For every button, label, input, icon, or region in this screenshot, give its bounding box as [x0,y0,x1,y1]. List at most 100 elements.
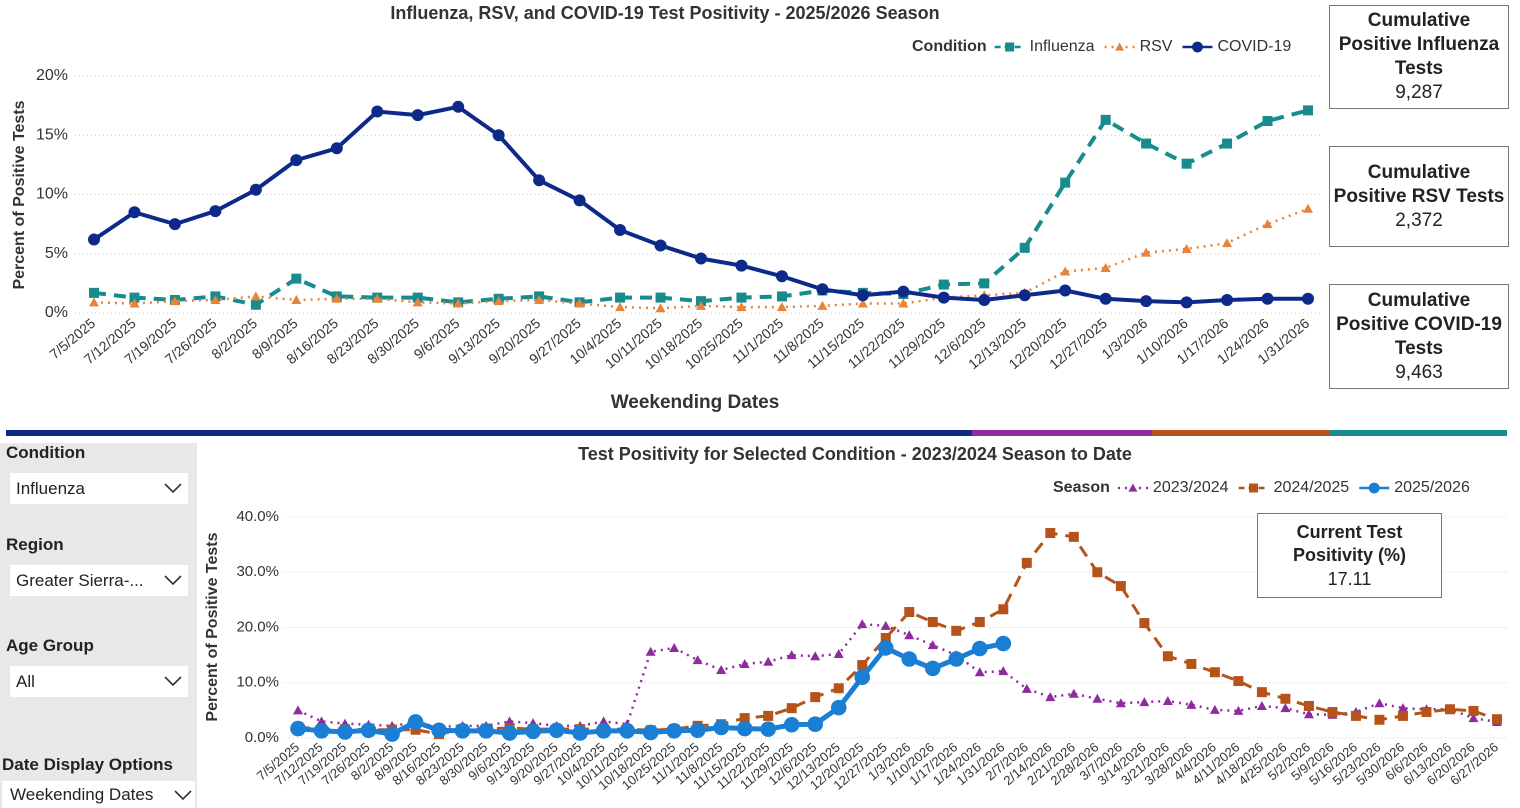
marker [1115,42,1125,51]
dropdown[interactable]: Influenza [10,473,188,504]
marker [1068,531,1079,542]
series [88,100,1314,309]
marker [431,722,447,739]
marker [453,298,464,308]
marker [1261,292,1274,305]
marker [927,640,938,650]
marker [904,607,915,618]
series [89,105,1313,310]
dropdown[interactable]: Weekending Dates [2,781,195,808]
x-axis-label: Weekending Dates [611,392,780,413]
marker [736,292,747,303]
marker [856,289,869,302]
marker [168,218,181,231]
marker [128,206,141,219]
marker [857,298,868,308]
marker [901,651,918,667]
legend-title: Season [1053,479,1110,496]
marker [716,665,727,675]
y-tick-label: 20% [36,67,68,84]
marker [897,285,910,298]
marker [412,297,423,307]
marker [1421,707,1432,718]
marker [1045,692,1056,702]
card-value: 9,463 [1395,361,1443,383]
marker [877,640,894,656]
card-title: Cumulative Positive COVID-19 Tests [1336,289,1502,359]
marker [330,142,343,155]
marker [810,692,821,703]
marker [1249,483,1259,493]
marker [1303,709,1314,719]
marker [995,635,1012,652]
marker [291,273,302,284]
dropdown-value: All [16,672,35,691]
marker [209,205,222,218]
card-influenza: Cumulative Positive Influenza Tests 9,287 [1329,5,1509,109]
dropdown[interactable]: Greater Sierra-... [10,565,188,596]
marker [313,723,330,739]
marker [1397,710,1408,721]
divider-season-a [972,430,1152,436]
marker [1139,697,1150,707]
marker [573,194,586,207]
marker [595,723,612,739]
marker [1162,695,1173,705]
marker [290,154,303,167]
marker [316,716,327,726]
marker [1374,714,1385,725]
marker [619,723,635,739]
marker [857,619,868,629]
marker [478,723,494,739]
chevron [174,790,192,801]
marker [971,640,988,657]
marker [492,129,505,142]
card-value: 2,372 [1395,209,1443,231]
card-covid: Cumulative Positive COVID-19 Tests 9,463 [1329,284,1509,389]
dropdown[interactable]: All [10,666,188,697]
marker [655,303,666,313]
marker [1327,707,1338,718]
y-tick-label: 15% [36,126,68,143]
marker [1374,698,1385,708]
marker [1181,158,1192,169]
marker [938,279,949,290]
marker [1192,41,1203,53]
marker [937,291,950,304]
marker [1019,242,1030,253]
marker [452,100,465,113]
series-line [93,108,1309,307]
marker [615,292,626,303]
y-axis-label: Percent of Positive Tests [11,100,28,289]
marker [1303,700,1314,711]
y-tick-label: 20.0% [236,618,279,635]
marker [1045,528,1056,539]
marker [1302,292,1314,305]
filter-label: Age Group [6,636,94,655]
marker [810,651,821,661]
legend-label: 2024/2025 [1274,479,1350,496]
marker [978,293,991,306]
series [293,619,1502,731]
marker [775,270,788,283]
marker [501,725,518,741]
marker [1303,105,1313,116]
marker [696,300,706,310]
marker [998,666,1009,676]
marker [833,649,844,659]
marker [371,105,384,118]
marker [169,296,180,306]
divider-season-b [1152,430,1330,436]
marker [1280,703,1291,713]
marker [736,302,747,312]
marker [898,298,909,308]
dropdown-value: Weekending Dates [10,785,154,804]
marker [739,713,750,724]
chart-title: Influenza, RSV, and COVID-19 Test Positi… [390,3,939,23]
marker [1128,483,1138,492]
marker [574,298,585,308]
card-title: Cumulative Positive Influenza Tests [1338,10,1500,79]
marker [598,716,609,726]
y-tick-label: 10.0% [236,674,279,691]
